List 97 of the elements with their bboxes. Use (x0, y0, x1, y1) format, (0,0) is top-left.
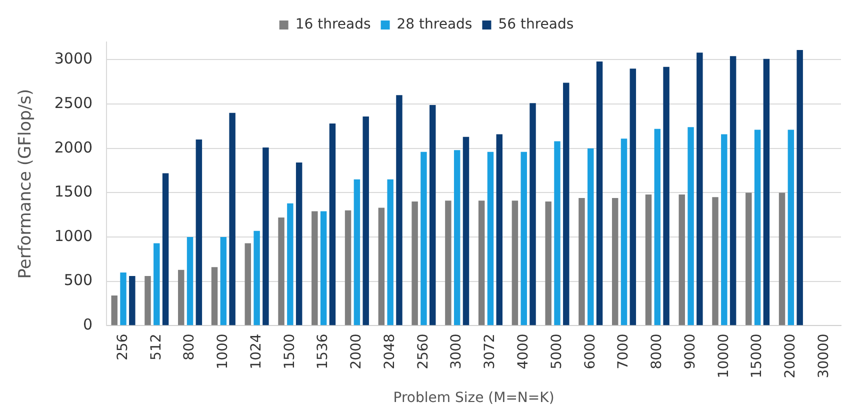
bar (588, 148, 594, 326)
bar (796, 50, 803, 326)
bar (320, 211, 327, 326)
bar (612, 198, 618, 326)
y-tick-label: 1000 (54, 226, 93, 245)
bar (412, 202, 418, 326)
bar (746, 192, 752, 326)
bar (478, 200, 485, 326)
bar (262, 147, 269, 326)
bar (111, 296, 118, 326)
legend-label: 16 threads (295, 16, 371, 33)
x-tick-label: 1536 (315, 334, 332, 370)
bar (496, 134, 502, 326)
x-tick-label: 2000 (348, 334, 365, 370)
bar (545, 202, 552, 326)
bar (763, 58, 770, 326)
bar (344, 210, 352, 326)
y-tick-label: 500 (64, 271, 93, 290)
bar (554, 141, 560, 326)
y-tick-label: 3000 (54, 50, 93, 68)
bar (654, 128, 661, 326)
bar (430, 104, 436, 326)
bar (244, 243, 252, 326)
bar (730, 56, 736, 326)
bar (229, 112, 236, 326)
y-tick-label: 1500 (54, 182, 93, 201)
bar (254, 230, 260, 326)
x-tick-label: 10000 (716, 334, 732, 378)
bar (712, 197, 718, 326)
bar (520, 152, 527, 326)
x-tick-label: 1024 (248, 334, 264, 370)
bar (211, 267, 218, 326)
bar (154, 243, 160, 326)
y-tick-label: 2000 (54, 138, 93, 156)
bar (630, 68, 636, 326)
x-tick-label: 7000 (616, 334, 632, 370)
x-tick-label: 1500 (282, 334, 298, 370)
x-tick-label: 1000 (215, 334, 232, 370)
x-tick-label: 30000 (816, 334, 832, 378)
bar (420, 152, 427, 326)
x-tick-label: 512 (148, 334, 164, 360)
y-tick-label: 0 (83, 316, 93, 334)
bar (312, 211, 318, 326)
bar (120, 272, 126, 326)
x-tick-label: 2560 (415, 334, 432, 370)
x-tick-label: 256 (114, 334, 131, 360)
bar (387, 179, 394, 326)
bar (512, 200, 518, 326)
bar (162, 173, 169, 326)
bar (278, 218, 284, 326)
x-tick-label: 4000 (516, 334, 532, 370)
bar (362, 116, 369, 326)
bar (129, 276, 136, 326)
bar (462, 136, 470, 326)
bar (596, 62, 603, 326)
bar (487, 152, 494, 326)
bar (721, 134, 728, 326)
bar (220, 237, 227, 326)
bar (178, 270, 184, 326)
x-tick-label: 800 (182, 334, 198, 360)
y-axis-title: Performance (GFlop/s) (16, 88, 36, 279)
bar (329, 124, 336, 326)
x-tick-label: 9000 (682, 334, 698, 370)
bar (354, 179, 360, 326)
x-tick-label: 8000 (649, 334, 666, 370)
bar (645, 194, 652, 326)
bar (663, 66, 670, 326)
bar (678, 194, 685, 326)
bar (788, 130, 794, 326)
x-tick-label: 6000 (582, 334, 598, 370)
bar (396, 95, 402, 326)
bar (287, 203, 294, 326)
bar (196, 140, 202, 326)
bar (186, 237, 194, 326)
bar (296, 162, 302, 326)
bar (563, 82, 570, 326)
bar (445, 200, 452, 326)
bar (688, 127, 694, 326)
bar (778, 192, 786, 326)
x-tick-label: 3072 (482, 334, 498, 370)
bar (754, 130, 761, 326)
legend-label: 28 threads (396, 16, 472, 33)
bar (530, 103, 536, 326)
bar (620, 138, 628, 326)
bar (454, 150, 460, 326)
bar (378, 208, 385, 326)
x-tick-label: 15000 (749, 334, 766, 378)
bar (696, 52, 703, 326)
bar (144, 276, 151, 326)
x-tick-label: 3000 (448, 334, 465, 370)
bar (578, 198, 585, 326)
y-tick-label: 2500 (54, 94, 93, 112)
legend-label: 56 threads (498, 16, 574, 33)
x-tick-label: 5000 (548, 334, 565, 370)
x-tick-label: 20000 (782, 334, 799, 378)
x-axis-title: Problem Size (M=N=K) (393, 390, 554, 406)
x-tick-label: 2048 (382, 334, 398, 370)
